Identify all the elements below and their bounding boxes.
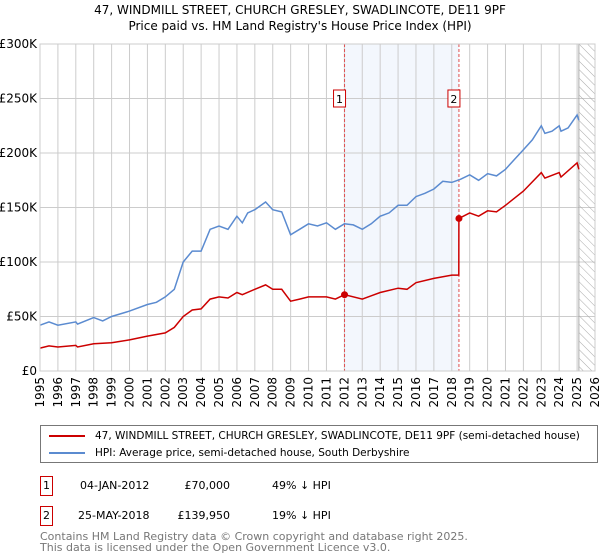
x-tick-label: 2008	[266, 377, 280, 408]
y-tick-label: £50K	[6, 310, 38, 324]
x-tick-label: 2024	[552, 377, 566, 408]
hpi-line	[39, 113, 580, 326]
x-tick-label: 2016	[409, 377, 423, 408]
x-tick-label: 2018	[445, 377, 459, 408]
footer: Contains HM Land Registry data © Crown c…	[40, 531, 468, 553]
x-tick-label: 2000	[123, 377, 137, 408]
x-tick-label: 2011	[319, 377, 333, 408]
transaction-badge: 2	[40, 506, 53, 526]
x-tick-label: 2007	[248, 377, 262, 408]
transaction-price: £139,950	[177, 509, 231, 522]
transaction-hpi: 19% ↓ HPI	[272, 509, 331, 522]
sale-label: 2	[450, 93, 457, 106]
chart-title: 47, WINDMILL STREET, CHURCH GRESLEY, SWA…	[94, 3, 506, 17]
sale-label-box	[333, 89, 347, 108]
x-tick-label: 2020	[481, 377, 495, 408]
x-tick-label: 1995	[33, 377, 47, 408]
x-tick-label: 2013	[355, 377, 369, 408]
sale-point	[341, 291, 349, 299]
x-tick-label: 2002	[158, 377, 172, 408]
legend-label-price: 47, WINDMILL STREET, CHURCH GRESLEY, SWA…	[95, 430, 580, 442]
x-tick-label: 2009	[284, 377, 298, 408]
x-tick-label: 2023	[534, 377, 548, 408]
x-tick-label: 1996	[51, 377, 65, 408]
x-tick-label: 2004	[194, 377, 208, 408]
transaction-badge: 1	[40, 476, 53, 496]
y-tick-label: £250K	[0, 92, 38, 106]
transaction-date: 25-MAY-2018	[78, 509, 150, 522]
x-tick-label: 2012	[337, 377, 351, 408]
x-tick-label: 2017	[427, 377, 441, 408]
x-tick-label: 2015	[391, 377, 405, 408]
price-paid-line	[39, 161, 580, 349]
y-tick-label: £100K	[0, 255, 38, 269]
transaction-row: 1 04-JAN-2012 £70,000 49% ↓ HPI	[40, 476, 440, 496]
legend-item-hpi: HPI: Average price, semi-detached house,…	[49, 446, 409, 460]
legend-swatch-hpi	[49, 452, 85, 454]
x-tick-label: 2010	[302, 377, 316, 408]
y-tick-label: £200K	[0, 146, 38, 160]
y-tick-label: £150K	[0, 201, 38, 215]
x-tick-label: 1999	[105, 377, 119, 408]
x-tick-label: 2001	[140, 377, 154, 408]
transaction-hpi: 49% ↓ HPI	[272, 479, 331, 492]
x-tick-label: 2006	[230, 377, 244, 408]
transaction-row: 2 25-MAY-2018 £139,950 19% ↓ HPI	[40, 506, 440, 526]
sale-label-box	[447, 89, 461, 108]
legend-swatch-price	[49, 435, 85, 437]
transaction-date: 04-JAN-2012	[80, 479, 150, 492]
chart-subtitle: Price paid vs. HM Land Registry's House …	[128, 19, 472, 33]
x-tick-label: 1997	[69, 377, 83, 408]
price-chart: 1995 1996 1997 1998 1999 2000 2001 2002 2003 2004…	[0, 37, 600, 408]
x-tick-label: 1998	[87, 377, 101, 408]
footer-copyright: Contains HM Land Registry data © Crown c…	[40, 530, 468, 543]
sale-point	[455, 214, 463, 222]
y-tick-label: £300K	[0, 37, 38, 51]
x-tick-label: 2022	[516, 377, 530, 408]
sale-label: 1	[336, 93, 343, 106]
footer-licence: This data is licensed under the Open Gov…	[40, 541, 391, 554]
x-tick-label: 2026	[588, 377, 600, 408]
x-tick-label: 2005	[212, 377, 226, 408]
legend-item-price: 47, WINDMILL STREET, CHURCH GRESLEY, SWA…	[49, 429, 580, 443]
y-tick-label: £0	[22, 364, 37, 378]
legend: 47, WINDMILL STREET, CHURCH GRESLEY, SWA…	[40, 425, 598, 463]
legend-label-hpi: HPI: Average price, semi-detached house,…	[95, 447, 410, 459]
plot-border	[39, 43, 596, 372]
x-tick-label: 2025	[570, 377, 584, 408]
forecast-hatch	[578, 43, 596, 372]
x-tick-label: 2019	[463, 377, 477, 408]
x-tick-label: 2003	[176, 377, 190, 408]
transaction-price: £70,000	[184, 479, 231, 492]
x-tick-label: 2021	[498, 377, 512, 408]
x-tick-label: 2014	[373, 377, 387, 408]
